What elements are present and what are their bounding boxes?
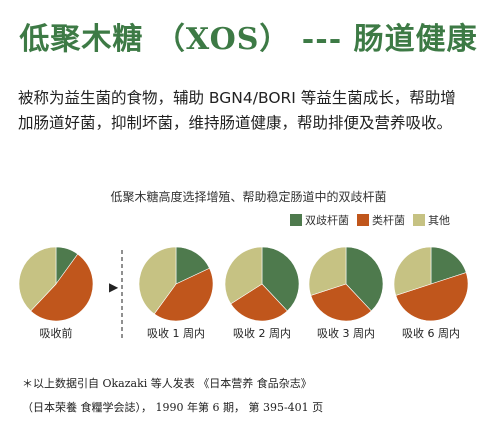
pie-charts: 吸收前 吸收 1 周内 吸收 2 周内 吸收 3 周内 吸收 6 周内 ▶	[18, 246, 469, 340]
legend-item-bacteroides: 类杆菌	[357, 212, 405, 228]
pie-slice-other	[18, 246, 57, 312]
pie-2	[138, 246, 214, 322]
arrow-icon: ▶	[109, 280, 119, 294]
pie-1	[18, 246, 94, 322]
pie-slice-other	[224, 246, 263, 305]
legend-label: 双歧杆菌	[305, 214, 349, 227]
source-note-1: ＊以上数据引自 Okazaki 等人发表 《日本营养 食品杂志》	[22, 377, 312, 390]
legend-swatch	[413, 214, 425, 226]
pie-slice-bifidobacteria	[175, 246, 210, 285]
pie-label: 吸收 1 周内	[147, 326, 205, 340]
legend-item-other: 其他	[413, 212, 450, 228]
pie-label: 吸收 6 周内	[402, 326, 460, 340]
pie-label: 吸收 2 周内	[233, 326, 291, 340]
pie-label: 吸收 3 周内	[317, 326, 375, 340]
pie-slice-bacteroides	[310, 283, 372, 322]
pie-slice-other	[308, 246, 347, 296]
legend-swatch	[357, 214, 369, 226]
intro-line-2: 加肠道好菌，抑制坏菌，维持肠道健康，帮助排便及营养吸收。	[18, 114, 453, 132]
intro-line-1: 被称为益生菌的食物，辅助 BGN4/BORI 等益生菌成长，帮助增	[18, 89, 456, 107]
pie-slice-bifidobacteria	[430, 246, 467, 285]
source-note-2: （日本荣養 食糧学会誌）， 1990 年第 6 期， 第 395-401 页	[22, 401, 324, 414]
pie-slice-bacteroides	[230, 283, 288, 322]
pie-slice-bacteroides	[30, 253, 94, 322]
pie-5	[393, 246, 469, 322]
pie-slice-other	[138, 246, 177, 315]
pie-slice-bacteroides	[395, 272, 469, 322]
pie-3	[224, 246, 300, 322]
legend-label: 其他	[428, 214, 450, 227]
pie-4	[308, 246, 384, 322]
pie-slice-bifidobacteria	[345, 246, 384, 312]
intro-text: 被称为益生菌的食物，辅助 BGN4/BORI 等益生菌成长，帮助增 加肠道好菌，…	[18, 86, 484, 136]
chart-title: 低聚木糖高度选择增殖、帮助稳定肠道中的双歧杆菌	[110, 190, 387, 204]
legend-item-bifidobacteria: 双歧杆菌	[290, 212, 349, 228]
pie-label: 吸收前	[40, 326, 73, 340]
pie-slice-bacteroides	[153, 267, 214, 322]
legend-label: 类杆菌	[372, 214, 405, 227]
pie-slice-other	[393, 246, 432, 296]
page-title: 低聚木糖 （XOS） --- 肠道健康	[19, 22, 478, 57]
legend-swatch	[290, 214, 302, 226]
pie-slice-bifidobacteria	[261, 246, 300, 312]
chart-legend: 双歧杆菌 类杆菌 其他	[290, 212, 450, 228]
